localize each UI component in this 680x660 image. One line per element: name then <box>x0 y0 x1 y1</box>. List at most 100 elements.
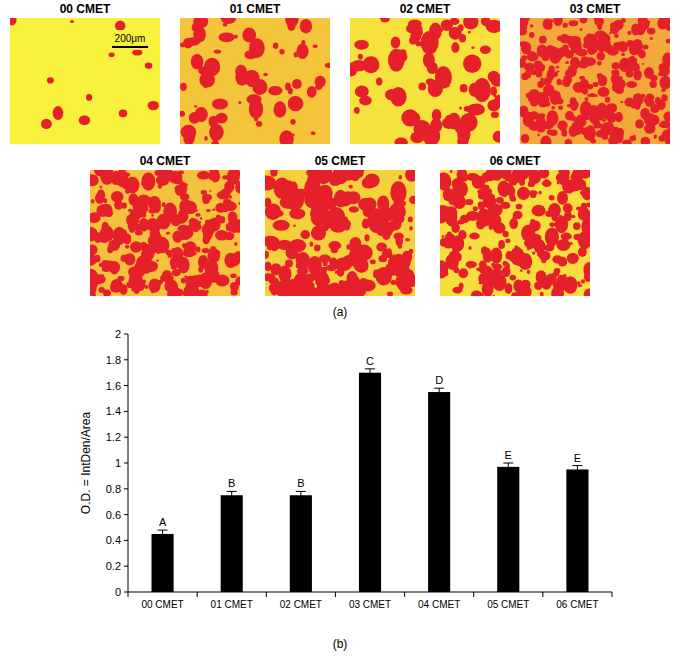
blob <box>235 181 240 193</box>
blob <box>91 199 95 204</box>
blob <box>183 250 195 258</box>
blob <box>440 173 451 191</box>
blob <box>219 32 235 42</box>
blob <box>496 225 499 227</box>
blob <box>584 36 591 44</box>
blob <box>451 42 459 53</box>
blob <box>311 131 316 135</box>
blob <box>419 83 427 91</box>
blob <box>429 23 442 40</box>
blob <box>256 121 262 127</box>
panel-label: (b) <box>333 637 348 651</box>
blob <box>296 252 310 269</box>
micrograph <box>180 18 330 144</box>
blob <box>181 278 186 284</box>
bar <box>359 373 381 592</box>
blob <box>578 239 581 242</box>
blob <box>311 226 326 241</box>
blob <box>578 247 587 257</box>
y-tick-label: 1.6 <box>106 380 121 392</box>
blob <box>178 171 184 175</box>
blob <box>498 240 505 249</box>
blob <box>132 49 142 55</box>
blob <box>660 76 671 90</box>
blob <box>148 209 156 214</box>
blob <box>532 251 535 254</box>
blob <box>228 212 237 224</box>
blob <box>491 263 495 267</box>
blob <box>335 270 340 274</box>
bar <box>428 392 450 592</box>
blob <box>626 82 631 85</box>
blob <box>558 105 563 110</box>
blob <box>664 85 667 88</box>
blob <box>192 23 200 32</box>
blob <box>362 286 365 288</box>
blob <box>175 216 187 224</box>
blob <box>103 290 111 297</box>
blob <box>285 259 293 267</box>
blob <box>294 272 310 292</box>
blob <box>536 270 547 283</box>
y-tick-label: 1.8 <box>106 354 121 366</box>
blob <box>306 292 311 296</box>
blob <box>487 253 492 259</box>
y-tick <box>124 437 128 438</box>
x-tick <box>266 592 267 597</box>
y-tick-label: 1.4 <box>106 405 121 417</box>
blob <box>209 219 212 221</box>
blob <box>578 82 587 88</box>
blob <box>194 105 197 107</box>
image-ground <box>180 18 330 144</box>
blob <box>390 280 396 285</box>
blob <box>573 222 581 230</box>
blob <box>602 44 614 52</box>
blob <box>370 260 376 265</box>
blob <box>540 292 544 296</box>
blob <box>621 18 626 23</box>
blob <box>521 29 524 32</box>
blob <box>487 99 500 111</box>
blob <box>597 61 602 66</box>
blob <box>139 218 149 232</box>
blob <box>493 131 500 143</box>
blob <box>463 54 481 73</box>
blob <box>592 82 598 87</box>
blob <box>465 199 474 205</box>
blob <box>314 245 321 252</box>
blob <box>492 295 495 296</box>
blob <box>440 206 452 218</box>
scale-bar-label: 200μm <box>115 33 146 44</box>
blob <box>180 83 187 91</box>
blob <box>582 187 590 201</box>
blob <box>638 21 650 30</box>
blob <box>593 120 600 129</box>
blob <box>268 86 282 96</box>
blob <box>110 284 117 292</box>
blob <box>211 140 219 144</box>
blob <box>557 181 560 185</box>
blob <box>394 138 407 144</box>
blob <box>137 194 151 206</box>
blob <box>538 170 549 179</box>
blob <box>163 203 177 221</box>
blob <box>578 284 583 287</box>
blob <box>206 209 211 212</box>
blob <box>199 272 212 289</box>
blob <box>391 37 401 49</box>
blob <box>279 49 284 54</box>
blob <box>564 274 567 277</box>
blob <box>386 208 398 218</box>
blob <box>265 175 276 190</box>
blob <box>554 19 558 23</box>
blob <box>526 236 529 238</box>
blob <box>230 273 237 278</box>
blob <box>561 170 570 179</box>
blob <box>403 280 408 286</box>
bar <box>290 495 312 592</box>
blob <box>154 242 163 254</box>
blob <box>349 206 359 212</box>
blob <box>450 170 453 173</box>
blob <box>566 36 573 45</box>
blob <box>167 232 170 235</box>
